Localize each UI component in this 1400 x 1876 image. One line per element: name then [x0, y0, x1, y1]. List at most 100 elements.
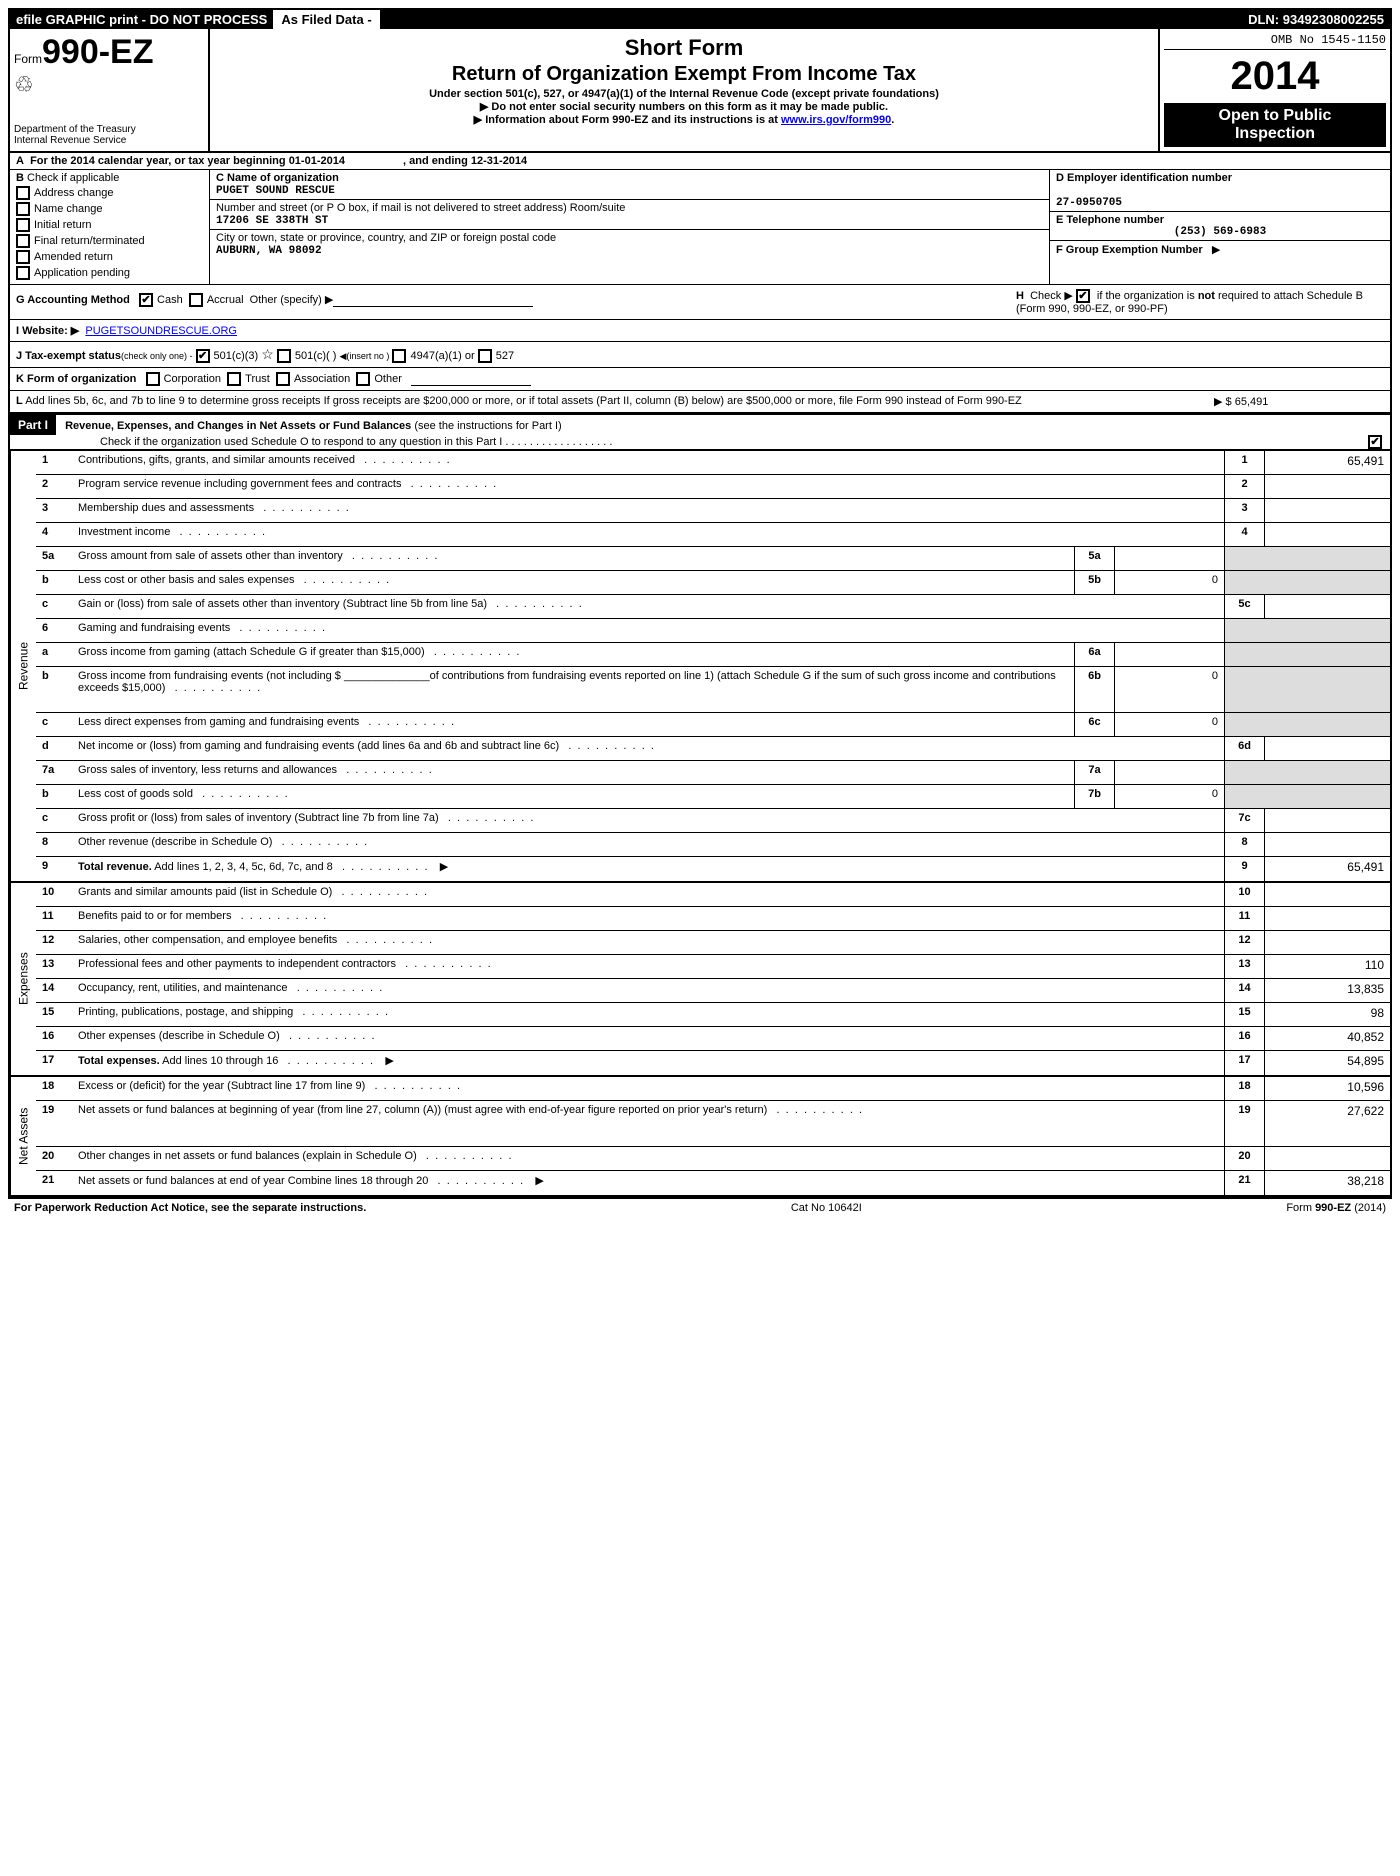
- org-name: PUGET SOUND RESCUE: [216, 185, 335, 197]
- checkbox-527[interactable]: [478, 349, 492, 363]
- line-mid-box: 6b: [1074, 667, 1114, 712]
- line-description: Other expenses (describe in Schedule O) …: [78, 1027, 1224, 1050]
- line-description: Contributions, gifts, grants, and simila…: [78, 451, 1224, 474]
- b-check-label: Final return/terminated: [34, 235, 145, 247]
- form-line: 12Salaries, other compensation, and empl…: [36, 931, 1390, 955]
- footer-right-bold: 990-EZ: [1315, 1202, 1351, 1214]
- checkbox-icon[interactable]: [16, 250, 30, 264]
- checkbox-cash[interactable]: ✔: [139, 293, 153, 307]
- line-mid-value: 0: [1114, 785, 1224, 808]
- line-description: Net assets or fund balances at end of ye…: [78, 1171, 1224, 1195]
- line-mid-value: [1114, 547, 1224, 570]
- expenses-section: Expenses 10Grants and similar amounts pa…: [10, 883, 1390, 1077]
- form-line: 16Other expenses (describe in Schedule O…: [36, 1027, 1390, 1051]
- checkbox-icon[interactable]: [227, 372, 241, 386]
- line-number: 21: [36, 1171, 78, 1195]
- line-right-box: 18: [1224, 1077, 1264, 1100]
- row-l-arrow: ▶: [1214, 396, 1222, 408]
- checkbox-4947[interactable]: [392, 349, 406, 363]
- b-check-item: Name change: [16, 202, 203, 216]
- line-mid-box: 6c: [1074, 713, 1114, 736]
- b-check-item: Initial return: [16, 218, 203, 232]
- line-description: Other revenue (describe in Schedule O) .…: [78, 833, 1224, 856]
- checkbox-icon[interactable]: [16, 186, 30, 200]
- line-description: Net assets or fund balances at beginning…: [78, 1101, 1224, 1146]
- form-line: 17Total expenses. Add lines 10 through 1…: [36, 1051, 1390, 1075]
- b-check-label: Amended return: [34, 251, 113, 263]
- top-bar: efile GRAPHIC print - DO NOT PROCESS As …: [10, 10, 1390, 29]
- footer-right-pre: Form: [1286, 1202, 1315, 1214]
- line-number: b: [36, 785, 78, 808]
- part-1-note: (see the instructions for Part I): [414, 420, 561, 432]
- netassets-section: Net Assets 18Excess or (deficit) for the…: [10, 1077, 1390, 1197]
- footer-cat-no: Cat No 10642I: [791, 1202, 862, 1214]
- netassets-side-label: Net Assets: [10, 1077, 36, 1195]
- line-number: 19: [36, 1101, 78, 1146]
- row-k-label: K Form of organization: [16, 373, 136, 385]
- form-title: Return of Organization Exempt From Incom…: [220, 63, 1148, 86]
- line-right-value: [1264, 883, 1390, 906]
- line-right-box: 11: [1224, 907, 1264, 930]
- checkbox-icon[interactable]: [356, 372, 370, 386]
- line-description: Gross income from fundraising events (no…: [78, 667, 1074, 712]
- dept-treasury: Department of the Treasury: [14, 124, 204, 135]
- part-1-label: Part I: [10, 415, 56, 435]
- line-right-shade: [1224, 643, 1390, 666]
- line-right-shade: [1224, 761, 1390, 784]
- other-specify-field[interactable]: [333, 306, 533, 307]
- line-right-box: 19: [1224, 1101, 1264, 1146]
- checkbox-icon[interactable]: [146, 372, 160, 386]
- checkbox-icon[interactable]: [16, 266, 30, 280]
- checkbox-icon[interactable]: [16, 234, 30, 248]
- line-number: 8: [36, 833, 78, 856]
- line-number: 3: [36, 499, 78, 522]
- website-link[interactable]: PUGETSOUNDRESCUE.ORG: [85, 325, 237, 337]
- row-h: H Check ▶ ✔ if the organization is not r…: [1010, 285, 1390, 319]
- tax-year: 2014: [1164, 54, 1386, 99]
- col-b-label: B: [16, 172, 24, 184]
- line-right-value: [1264, 809, 1390, 832]
- checkbox-schedule-o[interactable]: ✔: [1368, 435, 1382, 449]
- form-line: 15Printing, publications, postage, and s…: [36, 1003, 1390, 1027]
- col-c: C Name of organization PUGET SOUND RESCU…: [210, 170, 1050, 284]
- line-right-value: [1264, 907, 1390, 930]
- line-mid-box: 5b: [1074, 571, 1114, 594]
- form-line: 11Benefits paid to or for members . . . …: [36, 907, 1390, 931]
- k-opt-label: Trust: [245, 373, 270, 385]
- checkbox-schedule-b[interactable]: ✔: [1076, 289, 1090, 303]
- b-check-label: Application pending: [34, 267, 130, 279]
- checkbox-icon[interactable]: [276, 372, 290, 386]
- line-description: Professional fees and other payments to …: [78, 955, 1224, 978]
- line-description: Benefits paid to or for members . . . . …: [78, 907, 1224, 930]
- line-number: b: [36, 571, 78, 594]
- org-city-block: City or town, state or province, country…: [210, 230, 1049, 259]
- line-description: Less cost of goods sold . . . . . . . . …: [78, 785, 1074, 808]
- expenses-side-label: Expenses: [10, 883, 36, 1075]
- line-description: Total expenses. Add lines 10 through 16 …: [78, 1051, 1224, 1075]
- b-check-item: Amended return: [16, 250, 203, 264]
- line-right-value: [1264, 595, 1390, 618]
- checkbox-icon[interactable]: [16, 218, 30, 232]
- revenue-side-label: Revenue: [10, 451, 36, 881]
- org-city-label: City or town, state or province, country…: [216, 232, 556, 244]
- ssn-note: ▶ Do not enter social security numbers o…: [220, 100, 1148, 113]
- irs-link[interactable]: www.irs.gov/form990: [781, 114, 891, 126]
- line-number: c: [36, 595, 78, 618]
- other-label: Other (specify) ▶: [250, 294, 334, 306]
- org-other-field[interactable]: [411, 385, 531, 386]
- checkbox-501c[interactable]: [277, 349, 291, 363]
- checkbox-501c3[interactable]: ✔: [196, 349, 210, 363]
- row-a-text2: , and ending: [403, 155, 471, 167]
- open-public-2: Inspection: [1168, 125, 1382, 143]
- revenue-lines: 1Contributions, gifts, grants, and simil…: [36, 451, 1390, 881]
- cash-label: Cash: [157, 294, 183, 306]
- line-mid-box: 6a: [1074, 643, 1114, 666]
- efile-notice: efile GRAPHIC print - DO NOT PROCESS: [10, 10, 275, 29]
- checkbox-icon[interactable]: [16, 202, 30, 216]
- org-name-label: C Name of organization: [216, 172, 339, 184]
- line-mid-value: 0: [1114, 667, 1224, 712]
- block-bcdef: B Check if applicable Address changeName…: [10, 170, 1390, 285]
- line-mid-value: 0: [1114, 713, 1224, 736]
- line-number: 17: [36, 1051, 78, 1075]
- checkbox-accrual[interactable]: [189, 293, 203, 307]
